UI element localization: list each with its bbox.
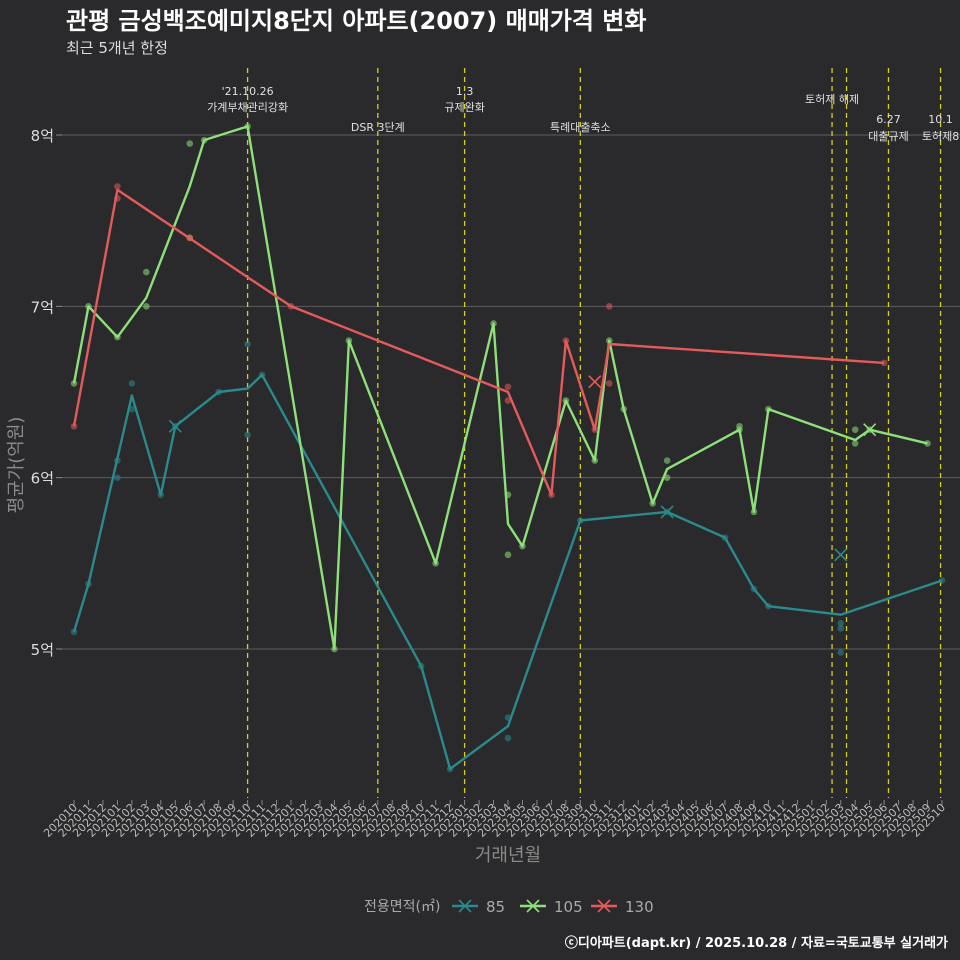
data-point-105 — [143, 268, 150, 276]
chart-caption: ⓒ디아파트(dapt.kr) / 2025.10.28 / 자료=국토교통부 실… — [565, 935, 948, 951]
event-label: 대출규제 — [868, 130, 908, 143]
event-label: 1.3 — [456, 85, 474, 98]
event-label: 특례대출축소 — [550, 121, 611, 134]
x-axis-title: 거래년월 — [475, 845, 541, 866]
legend-label-105: 105 — [554, 898, 583, 916]
data-point-85 — [128, 380, 136, 387]
series-layer — [70, 123, 946, 773]
legend-title: 전용면적(㎡) — [364, 899, 440, 915]
y-axis: 5억 6억 7억 8억 — [31, 127, 62, 659]
data-point-105 — [186, 140, 194, 147]
event-label: 토허제 해제 — [805, 92, 859, 106]
data-point-105 — [851, 426, 859, 433]
legend-key-cross — [597, 899, 611, 913]
data-point-85 — [837, 649, 845, 656]
event-label: 토허제8 — [922, 130, 959, 143]
data-point-105 — [851, 440, 859, 447]
series-line-85 — [72, 373, 943, 771]
event-label: DSR 3단계 — [351, 121, 405, 134]
y-tick-label: 5억 — [31, 641, 54, 659]
series-85 — [70, 340, 946, 773]
y-tick-label: 7억 — [31, 298, 54, 316]
legend-label-85: 85 — [486, 898, 505, 916]
legend-label-130: 130 — [625, 898, 654, 916]
data-point-130 — [114, 183, 121, 190]
cross-marker-85 — [660, 505, 674, 519]
data-point-85 — [504, 734, 512, 742]
data-point-85 — [244, 431, 251, 439]
chart-subtitle: 최근 5개년 한정 — [66, 39, 168, 57]
data-point-130 — [504, 383, 512, 391]
y-tick-label: 6억 — [31, 470, 54, 488]
legend-key-cross — [458, 899, 472, 913]
series-line-130 — [72, 188, 885, 496]
event-label: 가계부채관리강화 — [207, 101, 288, 114]
event-label: 10.1 — [928, 113, 953, 126]
data-point-85 — [114, 474, 121, 481]
series-line-105 — [72, 125, 928, 651]
y-axis-title: 평균가(억원) — [6, 417, 27, 514]
legend: 전용면적(㎡) 85 105 130 — [364, 898, 654, 916]
data-point-130 — [605, 303, 613, 310]
event-label: 6.27 — [876, 113, 901, 126]
series-105 — [70, 123, 931, 653]
cross-marker-105 — [863, 423, 877, 437]
data-point-105 — [70, 380, 78, 387]
x-axis: 2020102020112020122021012021022021032021… — [41, 800, 948, 840]
data-point-105 — [663, 457, 671, 464]
cross-marker-85 — [168, 419, 182, 433]
data-point-130 — [880, 359, 888, 367]
event-label: '21.10.26 — [222, 85, 274, 98]
data-point-105 — [924, 440, 931, 447]
data-point-85 — [244, 340, 251, 348]
data-point-130 — [605, 380, 613, 387]
data-point-105 — [143, 303, 150, 310]
chart-title: 관평 금성백조예미지8단지 아파트(2007) 매매가격 변화 — [66, 7, 646, 35]
event-label: 규제완화 — [444, 101, 484, 114]
cross-marker-85 — [834, 548, 848, 562]
y-tick-label: 8억 — [31, 127, 54, 145]
legend-key-cross — [526, 899, 540, 913]
cross-marker-130 — [588, 375, 602, 389]
data-point-85 — [837, 625, 845, 632]
data-point-85 — [837, 620, 845, 627]
data-point-105 — [504, 551, 512, 559]
y-gridlines — [60, 134, 960, 650]
series-130 — [70, 183, 888, 499]
